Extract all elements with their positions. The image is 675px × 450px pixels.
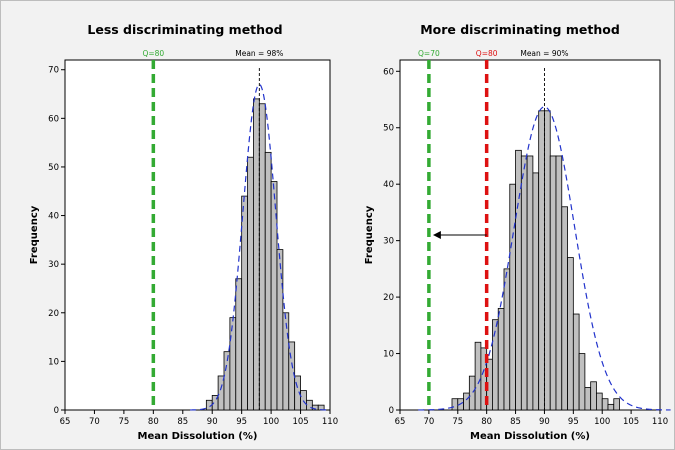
spec-limit-label: Q=80 — [476, 49, 498, 58]
x-tick-label: 95 — [236, 417, 247, 427]
panel-2: More discriminating method Q=70 Q=80 Mean =… — [364, 22, 671, 442]
histogram-bar — [526, 155, 534, 411]
histogram-bar — [264, 151, 272, 411]
histogram-bar — [549, 155, 557, 411]
histogram-bar — [229, 317, 237, 411]
y-tick-label: 20 — [383, 293, 394, 303]
histogram-bar — [282, 312, 290, 411]
spec-limit-label: Q=70 — [418, 49, 440, 58]
y-tick-label: 10 — [383, 350, 394, 360]
x-tick-label: 110 — [652, 417, 668, 427]
x-tick-label: 100 — [594, 417, 610, 427]
histogram-bar — [578, 353, 586, 411]
histogram-bar — [601, 398, 609, 411]
x-tick-label: 70 — [89, 417, 100, 427]
x-tick-label: 65 — [395, 417, 406, 427]
y-tick-label: 0 — [389, 406, 394, 416]
x-axis-label: Mean Dissolution (%) — [470, 431, 590, 442]
histogram-bar — [596, 392, 603, 411]
mean-label: Mean = 98% — [235, 49, 283, 58]
normal-fit-curve — [190, 83, 329, 411]
x-tick-label: 85 — [177, 417, 188, 427]
histogram-bar — [253, 98, 260, 411]
histogram-bar — [572, 313, 580, 411]
y-axis-label: Frequency — [364, 205, 375, 264]
histogram-bar — [613, 398, 620, 411]
y-tick-label: 50 — [383, 124, 394, 134]
histogram-bar — [451, 398, 459, 411]
mean-label: Mean = 90% — [520, 49, 568, 58]
histogram-bar — [544, 110, 551, 411]
x-tick-label: 80 — [148, 417, 159, 427]
y-tick-label: 10 — [48, 357, 59, 367]
normal-fit-curve — [418, 106, 671, 411]
y-tick-label: 60 — [48, 114, 59, 124]
x-tick-label: 90 — [207, 417, 218, 427]
x-tick-label: 75 — [118, 417, 129, 427]
histogram-bar — [584, 387, 592, 411]
histogram-bar — [474, 341, 482, 411]
x-tick-label: 70 — [423, 417, 434, 427]
y-tick-label: 30 — [48, 260, 59, 270]
y-axis-label: Frequency — [29, 205, 40, 264]
spec-limit-label: Q=80 — [142, 49, 164, 58]
y-tick-label: 50 — [48, 163, 59, 173]
histogram-bar — [306, 399, 313, 411]
histogram-bar — [276, 249, 284, 411]
x-tick-label: 105 — [292, 417, 308, 427]
y-tick-label: 40 — [383, 180, 394, 190]
histogram-bar — [468, 375, 476, 411]
histogram-bar — [532, 172, 540, 411]
histogram-bar — [538, 110, 545, 411]
x-tick-label: 110 — [322, 417, 338, 427]
histogram-bar — [235, 278, 243, 411]
y-tick-label: 70 — [48, 66, 59, 76]
histogram-bar — [217, 375, 225, 411]
y-tick-label: 60 — [383, 67, 394, 77]
histogram-bar — [590, 381, 597, 411]
histogram-bar — [515, 149, 522, 411]
chart-title: Less discriminating method — [87, 22, 282, 37]
histogram-bar — [509, 183, 516, 411]
y-tick-label: 20 — [48, 309, 59, 319]
panel-1: Less discriminating method Q=80 Mean = 98%… — [29, 22, 338, 442]
histogram-bar — [247, 156, 254, 411]
histogram-bar — [258, 103, 266, 411]
histogram-bar — [241, 195, 248, 411]
x-tick-label: 100 — [263, 417, 279, 427]
histogram-bar — [555, 155, 563, 411]
x-tick-label: 105 — [623, 417, 639, 427]
histogram-bar — [497, 307, 505, 411]
x-tick-label: 75 — [452, 417, 463, 427]
histogram-bar — [607, 403, 615, 411]
x-axis-label: Mean Dissolution (%) — [138, 431, 258, 442]
histogram-bar — [463, 392, 470, 411]
x-tick-label: 90 — [539, 417, 550, 427]
histogram-bar — [492, 319, 499, 411]
histogram-bar — [300, 390, 307, 411]
x-tick-label: 95 — [568, 417, 579, 427]
y-tick-label: 30 — [383, 237, 394, 247]
x-tick-label: 65 — [60, 417, 71, 427]
histogram-bar — [561, 206, 568, 411]
y-tick-label: 40 — [48, 212, 59, 222]
histogram-bar — [520, 155, 528, 411]
x-tick-label: 80 — [481, 417, 492, 427]
chart-title: More discriminating method — [420, 22, 620, 37]
x-tick-label: 85 — [510, 417, 521, 427]
y-tick-label: 0 — [54, 406, 59, 416]
histogram-bar — [503, 268, 511, 411]
histogram-bar — [567, 257, 574, 411]
